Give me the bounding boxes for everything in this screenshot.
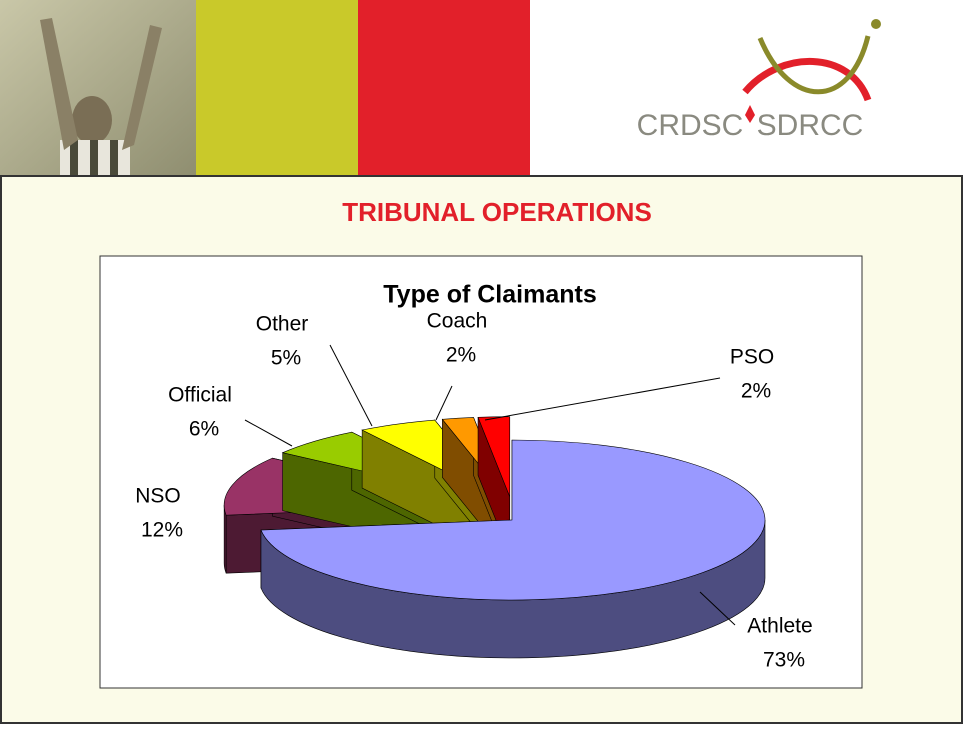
value-label: 12% — [141, 519, 183, 542]
category-label: PSO — [730, 346, 774, 369]
category-label: NSO — [135, 485, 181, 508]
value-label: 73% — [763, 649, 805, 672]
category-label: Athlete — [747, 615, 812, 638]
value-label: 2% — [446, 344, 476, 367]
value-label: 2% — [741, 380, 771, 403]
slide-title: TRIBUNAL OPERATIONS — [342, 197, 652, 227]
olive-panel — [196, 0, 358, 176]
category-label: Official — [168, 384, 232, 407]
category-label: Coach — [427, 310, 488, 333]
value-label: 6% — [189, 418, 219, 441]
logo-left: CRDSC — [637, 109, 744, 142]
chart-title: Type of Claimants — [383, 281, 596, 309]
logo-right: SDRCC — [757, 109, 864, 142]
red-panel — [358, 0, 530, 176]
value-label: 5% — [271, 347, 301, 370]
slide: CRDSC SDRCC TRIBUNAL OPERATIONS Type of … — [0, 0, 963, 724]
category-label: Other — [256, 313, 309, 336]
slice-side — [224, 505, 226, 573]
